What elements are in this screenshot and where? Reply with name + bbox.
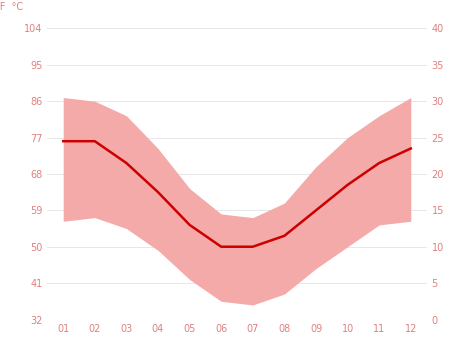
- Text: °F  °C: °F °C: [0, 2, 23, 12]
